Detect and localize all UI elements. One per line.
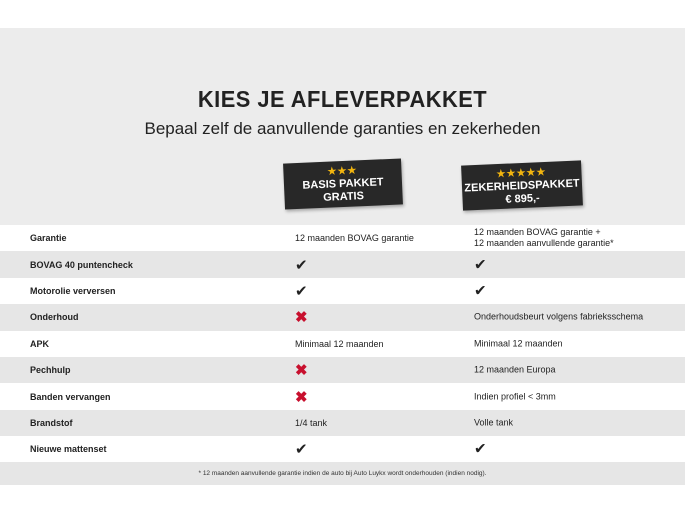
row-label: Onderhoud	[30, 312, 79, 323]
basis-value: Minimaal 12 maanden	[295, 338, 384, 349]
cross-icon: ✖	[295, 309, 308, 327]
zeker-value: Onderhoudsbeurt volgens fabrieksschema	[474, 311, 644, 322]
row-label: Banden vervangen	[30, 391, 111, 402]
page-subtitle: Bepaal zelf de aanvullende garanties en …	[144, 119, 541, 138]
zeker-value: Volle tank	[474, 417, 514, 428]
row-label: Nieuwe mattenset	[30, 444, 107, 455]
table-row: Pechhulp ✖ 12 maanden Europa	[0, 357, 685, 384]
zeker-value: Minimaal 12 maanden	[474, 338, 563, 349]
table-row: Nieuwe mattenset ✔ ✔	[0, 436, 685, 463]
basis-value: 1/4 tank	[295, 417, 328, 428]
page-title: KIES JE AFLEVERPAKKET	[197, 86, 488, 112]
basis-value: 12 maanden BOVAG garantie	[295, 233, 414, 244]
check-icon: ✔	[295, 282, 308, 300]
table-row: Banden vervangen ✖ Indien profiel < 3mm	[0, 383, 685, 410]
row-label: Pechhulp	[30, 365, 71, 376]
check-icon: ✔	[295, 441, 308, 459]
zeker-value: 12 maanden BOVAG garantie +12 maanden aa…	[474, 227, 614, 249]
row-label: APK	[30, 338, 50, 349]
check-icon: ✔	[474, 256, 487, 274]
table-row: Onderhoud ✖ Onderhoudsbeurt volgens fabrie…	[0, 304, 685, 331]
package-badge-basis: ★★★ BASIS PAKKET GRATIS	[283, 158, 403, 210]
row-label: BOVAG 40 puntencheck	[30, 259, 133, 270]
table-row: Motorolie verversen ✔ ✔	[0, 277, 685, 305]
table-row: BOVAG 40 puntencheck ✔ ✔	[0, 251, 685, 278]
cross-icon: ✖	[295, 388, 308, 406]
package-badge-zekerheid: ★★★★★ ZEKERHEIDSPAKKET € 895,-	[461, 160, 583, 211]
row-label: Motorolie verversen	[30, 285, 116, 296]
table-row: Brandstof 1/4 tank Volle tank	[0, 409, 685, 437]
zeker-value: 12 maanden Europa	[474, 364, 556, 375]
footnote: * 12 maanden aanvullende garantie indien…	[0, 462, 685, 485]
check-icon: ✔	[474, 440, 487, 458]
zeker-value: Indien profiel < 3mm	[474, 391, 556, 402]
row-label: Brandstof	[30, 417, 73, 428]
table-row: Garantie 12 maanden BOVAG garantie 12 maan…	[0, 225, 685, 252]
check-icon: ✔	[474, 282, 487, 300]
check-icon: ✔	[295, 256, 308, 274]
table-row: APK Minimaal 12 maanden Minimaal 12 maande…	[0, 330, 685, 357]
cross-icon: ✖	[295, 362, 308, 380]
row-label: Garantie	[30, 233, 67, 244]
